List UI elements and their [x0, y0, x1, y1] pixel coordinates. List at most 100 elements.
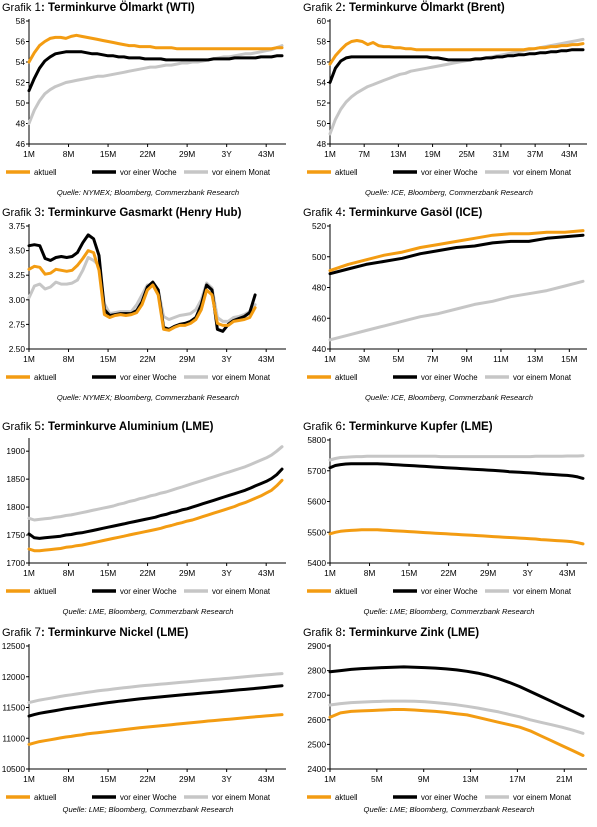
- x-tick-label: 1M: [23, 568, 35, 578]
- y-tick-label: 5700: [307, 466, 326, 476]
- x-tick-label: 43M: [258, 568, 274, 578]
- series-line-aktuell: [27, 478, 284, 553]
- legend-label: vor einem Monat: [212, 373, 271, 382]
- y-tick-label: 3.75: [9, 221, 26, 231]
- chart-panel-7: Grafik 7: Terminkurve Nickel (LME) 10500…: [0, 627, 296, 827]
- x-tick-label: 37M: [527, 149, 543, 159]
- y-tick-label: 1800: [6, 502, 25, 512]
- y-tick-label: 54: [16, 57, 26, 67]
- series-line-vor-einer-woche: [27, 684, 284, 718]
- x-tick-label: 15M: [100, 774, 116, 784]
- x-tick-label: 22M: [139, 354, 155, 364]
- chart-title-text: Terminkurve Nickel (LME): [47, 627, 189, 639]
- series-line-aktuell: [328, 528, 585, 546]
- legend-label: vor einem Monat: [513, 587, 572, 596]
- x-tick-label: 3M: [358, 354, 370, 364]
- chart-title-text: Terminkurve Ölmarkt (WTI): [47, 2, 195, 14]
- series-line-vor-einem-monat: [27, 672, 284, 705]
- legend-label: vor einer Woche: [421, 373, 478, 382]
- legend-label: aktuell: [335, 587, 358, 596]
- chart-panel-3: Grafik 3: Terminkurve Gasmarkt (Henry Hu…: [0, 207, 296, 407]
- series-line-vor-einer-woche: [328, 665, 585, 718]
- chart-source: Quelle: NYMEX; Bloomberg, Commerzbank Re…: [56, 188, 240, 197]
- chart-title-text: Terminkurve Zink (LME): [348, 627, 480, 639]
- x-tick-label: 1M: [324, 774, 336, 784]
- chart-source: Quelle: ICE, Bloomberg, Commerzbank Rese…: [365, 188, 533, 197]
- legend-label: vor einer Woche: [120, 793, 177, 802]
- chart-title-prefix: Grafik: [303, 421, 333, 433]
- y-tick-label: 5500: [307, 527, 326, 537]
- chart-panel-4: Grafik 4: Terminkurve Gasöl (ICE) 440 460…: [301, 207, 597, 407]
- line-chart-svg: 1700 1750 1800 1850 1900 1M 8M 15M 22M 29M 3Y 43M ak…: [6, 438, 286, 596]
- series-line-aktuell: [328, 39, 585, 66]
- chart-title-text: Terminkurve Kupfer (LME): [348, 421, 493, 433]
- x-tick-label: 31M: [493, 149, 509, 159]
- y-tick-label: 60: [317, 16, 327, 26]
- y-tick-label: 500: [312, 252, 326, 262]
- line-chart-svg: 48 50 52 54 56 58 60 1M 7M 13M 19M 25M 31M 37M 43M aktu…: [307, 16, 587, 177]
- x-tick-label: 9M: [461, 354, 473, 364]
- chart-panel-1: Grafik 1: Terminkurve Ölmarkt (WTI) 46 48…: [0, 2, 296, 202]
- x-tick-label: 17M: [509, 774, 525, 784]
- x-tick-label: 7M: [358, 149, 370, 159]
- y-tick-label: 56: [16, 37, 26, 47]
- chart-title-number: 2: [335, 2, 342, 14]
- chart-title-number: 6: [335, 421, 342, 433]
- y-tick-label: 50: [16, 98, 26, 108]
- chart-source: Quelle: ICE, Bloomberg, Commerzbank Rese…: [365, 393, 533, 402]
- legend-label: vor einer Woche: [421, 168, 478, 177]
- y-tick-label: 520: [312, 221, 326, 231]
- x-tick-label: 1M: [324, 354, 336, 364]
- y-tick-label: 2400: [307, 764, 326, 774]
- x-tick-label: 29M: [179, 568, 195, 578]
- series-line-vor-einem-monat: [27, 445, 284, 522]
- y-tick-label: 2900: [307, 641, 326, 651]
- series-line-vor-einer-woche: [328, 462, 585, 480]
- x-tick-label: 43M: [258, 354, 274, 364]
- x-tick-label: 3Y: [222, 149, 233, 159]
- chart-title: Grafik 1: Terminkurve Ölmarkt (WTI): [2, 2, 195, 14]
- chart-title-prefix: Grafik: [303, 2, 333, 14]
- chart-title-text: Terminkurve Ölmarkt (Brent): [348, 2, 505, 14]
- x-tick-label: 8M: [63, 568, 75, 578]
- y-tick-label: 2600: [307, 715, 326, 725]
- y-tick-label: 5600: [307, 497, 326, 507]
- x-tick-label: 15M: [100, 354, 116, 364]
- x-tick-label: 22M: [139, 149, 155, 159]
- chart-title-number: 8: [335, 627, 342, 639]
- y-tick-label: 2800: [307, 666, 326, 676]
- chart-source: Quelle: LME; Bloomberg, Commerzbank Rese…: [363, 805, 535, 814]
- series-line-aktuell: [328, 708, 585, 757]
- series-line-vor-einer-woche: [328, 48, 585, 84]
- y-tick-label: 3.50: [9, 246, 26, 256]
- x-tick-label: 8M: [364, 568, 376, 578]
- x-tick-label: 22M: [139, 568, 155, 578]
- chart-source: Quelle: LME; Bloomberg, Commerzbank Rese…: [62, 805, 234, 814]
- chart-title-prefix: Grafik: [2, 627, 32, 639]
- x-tick-label: 1M: [324, 149, 336, 159]
- series-line-aktuell: [27, 33, 284, 64]
- y-tick-label: 480: [312, 283, 326, 293]
- legend-label: vor einem Monat: [212, 168, 271, 177]
- series-line-vor-einem-monat: [328, 699, 585, 735]
- legend-label: aktuell: [34, 587, 57, 596]
- y-tick-label: 1850: [6, 474, 25, 484]
- legend-label: aktuell: [335, 373, 358, 382]
- chart-title-number: 7: [34, 627, 41, 639]
- chart-title: Grafik 3: Terminkurve Gasmarkt (Henry Hu…: [2, 207, 242, 219]
- chart-title-text: Terminkurve Gasmarkt (Henry Hub): [47, 207, 242, 219]
- x-tick-label: 3Y: [222, 774, 233, 784]
- y-tick-label: 3.25: [9, 270, 26, 280]
- legend-label: vor einer Woche: [421, 793, 478, 802]
- chart-panel-8: Grafik 8: Terminkurve Zink (LME) 2400 250…: [301, 627, 597, 827]
- line-chart-svg: 5400 5500 5600 5700 5800 1M 8M 15M 22M 29M 3Y 43M ak…: [307, 435, 587, 596]
- chart-title: Grafik 5: Terminkurve Aluminium (LME): [2, 421, 214, 433]
- y-tick-label: 5400: [307, 558, 326, 568]
- line-chart-svg: 46 48 50 52 54 56 58 1M 8M 15M 22M 29M 3Y 43M aktuell v…: [6, 16, 286, 177]
- chart-title-text: Terminkurve Aluminium (LME): [47, 421, 214, 433]
- legend-label: aktuell: [34, 373, 57, 382]
- x-tick-label: 9M: [418, 774, 430, 784]
- y-tick-label: 48: [317, 139, 327, 149]
- legend-label: vor einer Woche: [421, 587, 478, 596]
- chart-title-text: Terminkurve Gasöl (ICE): [348, 207, 483, 219]
